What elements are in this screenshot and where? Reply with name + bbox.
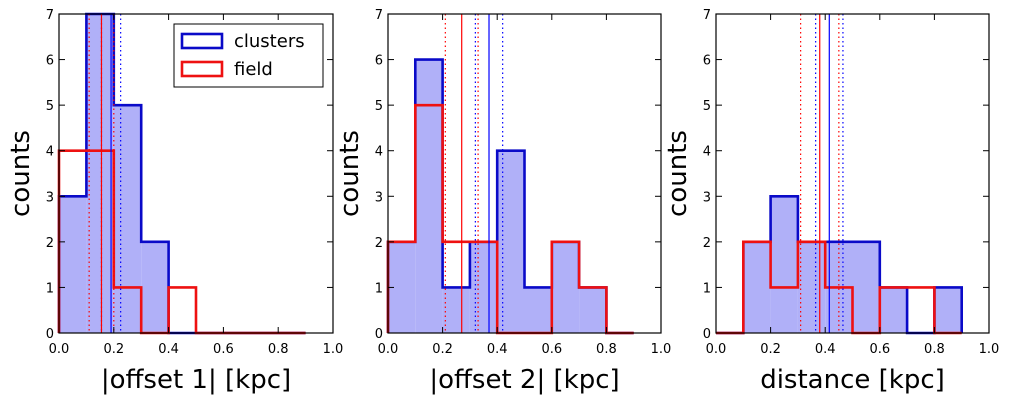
bar-clusters bbox=[415, 59, 443, 333]
bar-clusters bbox=[770, 196, 798, 333]
x-tick-label: 0.0 bbox=[706, 342, 727, 357]
axes-frame bbox=[387, 13, 662, 334]
y-tick-label: 6 bbox=[703, 54, 711, 69]
bar-clusters bbox=[743, 241, 771, 333]
x-tick-label: 1.0 bbox=[979, 342, 1000, 357]
legend-swatch-field bbox=[180, 60, 224, 78]
step-field bbox=[716, 240, 962, 335]
x-axis-title: |offset 2| [kpc] bbox=[429, 365, 619, 395]
x-tick-label: 0.0 bbox=[378, 342, 399, 357]
y-tick-label: 7 bbox=[46, 8, 54, 23]
x-tick-label: 0.4 bbox=[158, 342, 179, 357]
bar-clusters bbox=[86, 14, 114, 333]
chart-panel-1: 0.0 0.2 0.4 0.6 0.8 1.0 0 1 2 3 4 5 6 7 |offset 1| [kp… bbox=[6, 8, 343, 395]
y-tick-label: 7 bbox=[375, 8, 383, 23]
x-tick-label: 0.8 bbox=[924, 342, 945, 357]
legend-swatch-clusters bbox=[180, 32, 224, 50]
x-axis-title: distance [kpc] bbox=[760, 365, 945, 395]
bar-clusters bbox=[113, 105, 142, 334]
y-tick-label: 6 bbox=[375, 54, 383, 69]
x-tick-label: 0.6 bbox=[541, 342, 562, 357]
x-tick-label: 0.8 bbox=[268, 342, 289, 357]
y-tick-label: 4 bbox=[46, 145, 54, 160]
y-tick-label: 5 bbox=[703, 99, 711, 114]
chart-panel-3: 0.0 0.2 0.4 0.6 0.8 1.0 0 1 2 3 4 5 6 7 distance [kpc]… bbox=[663, 8, 999, 395]
y-tick-label: 4 bbox=[703, 145, 711, 160]
y-tick-label: 5 bbox=[375, 99, 383, 114]
bar-clusters bbox=[797, 241, 826, 333]
x-tick-label: 0.2 bbox=[103, 342, 124, 357]
x-tick-label: 0.0 bbox=[49, 342, 70, 357]
x-axis-title: |offset 1| [kpc] bbox=[101, 365, 291, 395]
bar-clusters bbox=[59, 196, 87, 333]
x-tick-label: 0.4 bbox=[815, 342, 836, 357]
y-tick-label: 1 bbox=[46, 281, 54, 296]
axes-frame bbox=[715, 13, 990, 334]
legend-label-field: field bbox=[234, 59, 273, 80]
y-tick-label: 1 bbox=[375, 281, 383, 296]
legend-label-clusters: clusters bbox=[234, 31, 305, 52]
y-tick-label: 2 bbox=[703, 236, 711, 251]
bar-clusters bbox=[497, 150, 525, 333]
legend: clusters field bbox=[173, 23, 324, 88]
y-tick-label: 7 bbox=[703, 8, 711, 23]
y-tick-label: 0 bbox=[703, 327, 711, 342]
bar-clusters bbox=[141, 241, 169, 333]
bar-clusters bbox=[442, 287, 470, 333]
y-tick-label: 3 bbox=[46, 190, 54, 205]
x-tick-label: 0.6 bbox=[213, 342, 234, 357]
x-tick-label: 0.4 bbox=[487, 342, 508, 357]
bar-clusters bbox=[879, 287, 908, 333]
y-tick-label: 0 bbox=[375, 327, 383, 342]
bar-clusters bbox=[551, 241, 580, 333]
bar-clusters bbox=[469, 241, 498, 333]
y-tick-label: 3 bbox=[375, 190, 383, 205]
axes-frame bbox=[58, 13, 334, 334]
y-tick-label: 0 bbox=[46, 327, 54, 342]
x-tick-label: 0.2 bbox=[432, 342, 453, 357]
y-axis-title: counts bbox=[663, 130, 693, 217]
x-tick-label: 0.6 bbox=[869, 342, 890, 357]
y-tick-label: 1 bbox=[703, 281, 711, 296]
x-tick-label: 0.2 bbox=[760, 342, 781, 357]
y-axis-title: counts bbox=[335, 130, 365, 217]
y-axis-title: counts bbox=[6, 130, 36, 217]
x-tick-label: 0.8 bbox=[596, 342, 617, 357]
y-tick-label: 6 bbox=[46, 54, 54, 69]
x-tick-label: 1.0 bbox=[323, 342, 344, 357]
y-tick-label: 4 bbox=[375, 145, 383, 160]
y-tick-label: 2 bbox=[375, 236, 383, 251]
y-tick-label: 2 bbox=[46, 236, 54, 251]
bar-clusters bbox=[524, 287, 552, 333]
x-tick-label: 1.0 bbox=[651, 342, 672, 357]
bar-clusters bbox=[934, 287, 962, 333]
chart-panel-2: 0.0 0.2 0.4 0.6 0.8 1.0 0 1 2 3 4 5 6 7 |offset 2| [kp… bbox=[335, 8, 671, 395]
y-tick-label: 5 bbox=[46, 99, 54, 114]
bar-clusters bbox=[852, 241, 880, 333]
bar-clusters bbox=[579, 287, 607, 333]
y-tick-label: 3 bbox=[703, 190, 711, 205]
